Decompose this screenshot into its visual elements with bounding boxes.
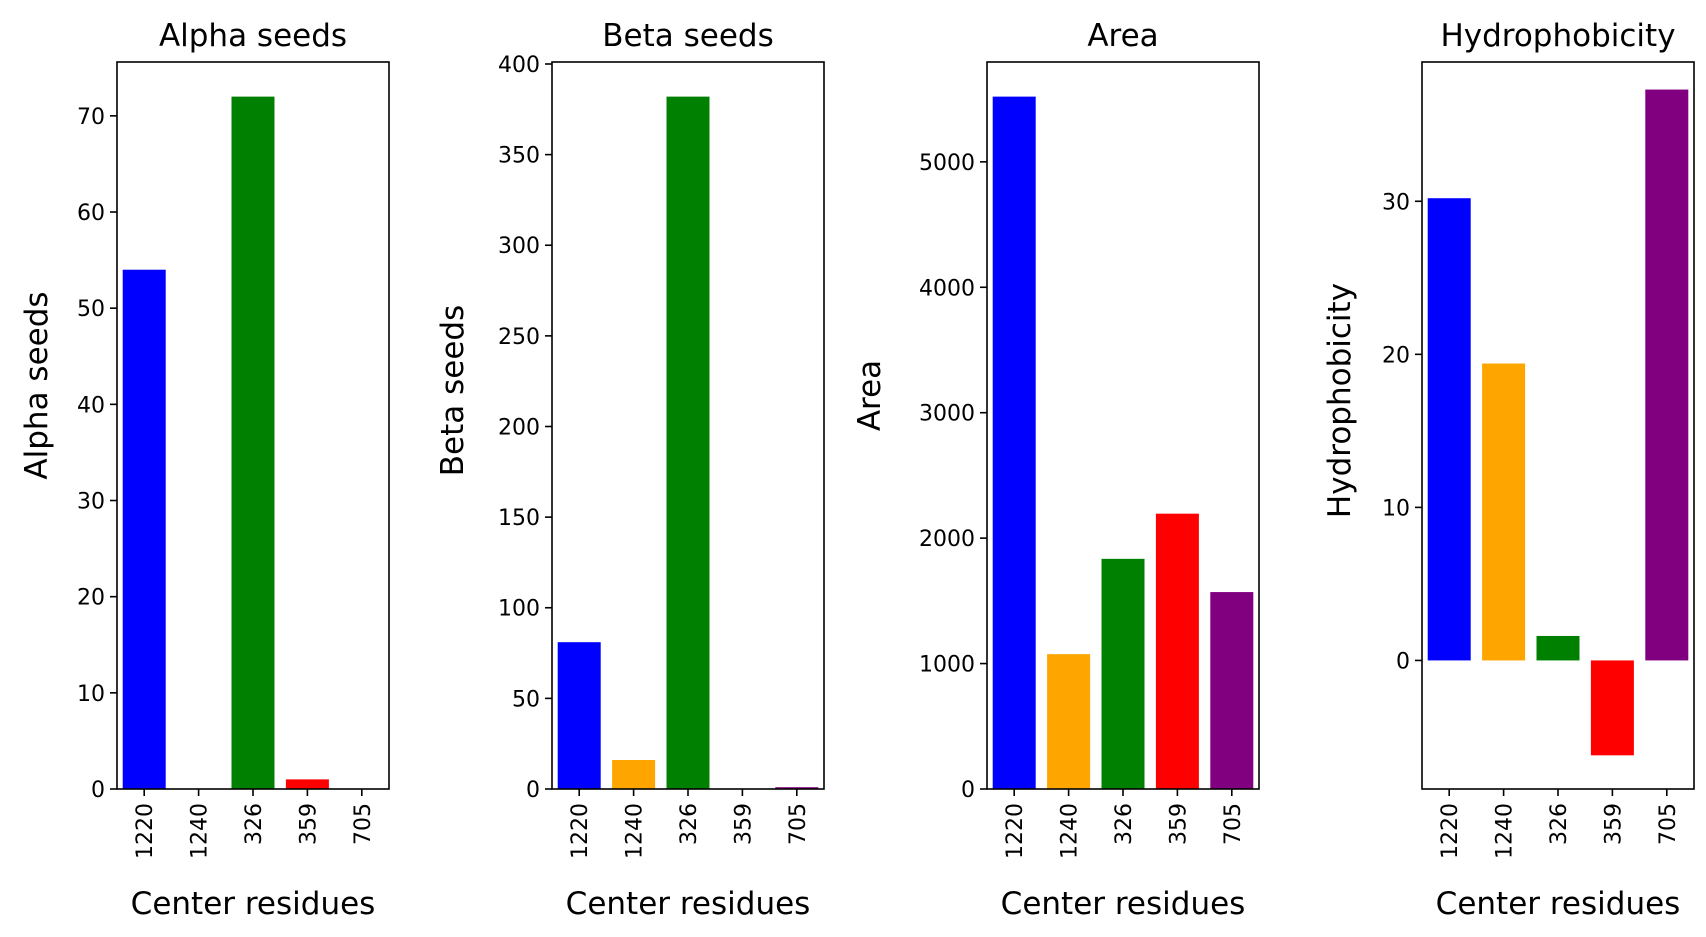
y-tick-label: 0 [1396,649,1410,674]
x-axis-label: Center residues [1001,886,1246,922]
y-tick-label: 40 [77,393,105,418]
y-tick-label: 100 [498,597,540,622]
x-axis-label: Center residues [1436,886,1681,922]
y-tick-label: 0 [961,778,975,803]
x-tick-label: 1220 [133,803,158,859]
bar-326 [666,96,710,790]
x-tick-label: 1220 [1438,803,1463,859]
y-tick-label: 60 [77,201,105,226]
bar-1240 [1482,363,1526,661]
y-axis-label: Area [852,360,888,431]
y-axis-label: Alpha seeds [19,291,55,479]
bar-1220 [1427,198,1471,661]
bar-359 [1590,660,1634,756]
chart-panel-beta-seeds: 0 50 100 150 200 250 300 350 400 1220 1240 326 359 70… [435,18,825,922]
y-tick-label: 4000 [919,276,975,301]
x-tick-label: 326 [242,803,267,845]
x-tick-label: 359 [731,803,756,845]
chart-panel-area: 0 1000 2000 3000 4000 5000 1220 1240 326 359 705 Ar… [852,18,1260,922]
bar-1220 [992,96,1036,790]
y-tick-label: 20 [77,586,105,611]
y-tick-label: 250 [498,325,540,350]
x-axis-label: Center residues [131,886,376,922]
bar-705 [1645,89,1689,661]
bar-1220 [557,642,601,789]
y-tick-label: 5000 [919,151,975,176]
x-tick-label: 1240 [623,803,648,859]
y-tick-label: 50 [77,297,105,322]
x-tick-label: 1240 [1493,803,1518,859]
x-tick-label: 359 [1166,803,1191,845]
bar-1240 [1047,654,1091,789]
bar-326 [1101,558,1145,789]
x-tick-label: 1220 [1003,803,1028,859]
y-tick-label: 1000 [919,653,975,678]
x-tick-label: 1240 [188,803,213,859]
y-tick-label: 0 [91,778,105,803]
x-tick-label: 326 [1547,803,1572,845]
x-tick-label: 1220 [568,803,593,859]
chart-title: Area [1087,18,1158,54]
y-tick-label: 300 [498,234,540,259]
bar-705 [1210,592,1254,789]
y-tick-label: 350 [498,144,540,169]
y-tick-label: 2000 [919,527,975,552]
x-tick-label: 705 [351,803,376,845]
y-axis-label: Beta seeds [435,305,471,476]
y-tick-label: 20 [1382,343,1410,368]
x-tick-label: 1240 [1058,803,1083,859]
chart-panel-alpha-seeds: 0 10 20 30 40 50 60 70 1220 1240 326 359 705 Alpha se… [19,18,390,922]
x-tick-label: 326 [677,803,702,845]
chart-panel-hydrophobicity: 0 10 20 30 1220 1240 326 359 705 Hydrophobicity Ce… [1322,18,1695,922]
x-tick-label: 705 [1221,803,1246,845]
x-tick-label: 359 [1601,803,1626,845]
x-tick-label: 359 [296,803,321,845]
y-tick-label: 0 [526,778,540,803]
bar-1240 [612,759,656,789]
y-tick-label: 30 [77,490,105,515]
y-tick-label: 400 [498,53,540,78]
chart-title: Beta seeds [602,18,773,54]
y-tick-label: 30 [1382,190,1410,215]
chart-title: Hydrophobicity [1440,18,1675,54]
y-tick-label: 10 [77,682,105,707]
y-tick-label: 70 [77,105,105,130]
bar-326 [231,96,275,790]
bar-326 [1536,635,1580,661]
x-tick-label: 705 [1656,803,1681,845]
y-tick-label: 50 [512,687,540,712]
y-axis-label: Hydrophobicity [1322,283,1358,518]
chart-title: Alpha seeds [159,18,347,54]
y-tick-label: 3000 [919,402,975,427]
y-tick-label: 200 [498,415,540,440]
bar-359 [1155,513,1199,789]
y-tick-label: 150 [498,506,540,531]
bar-1220 [122,269,166,789]
y-tick-label: 10 [1382,496,1410,521]
x-tick-label: 705 [786,803,811,845]
x-axis-label: Center residues [566,886,811,922]
x-tick-label: 326 [1112,803,1137,845]
bar-705 [775,787,819,789]
bar-359 [285,779,329,789]
